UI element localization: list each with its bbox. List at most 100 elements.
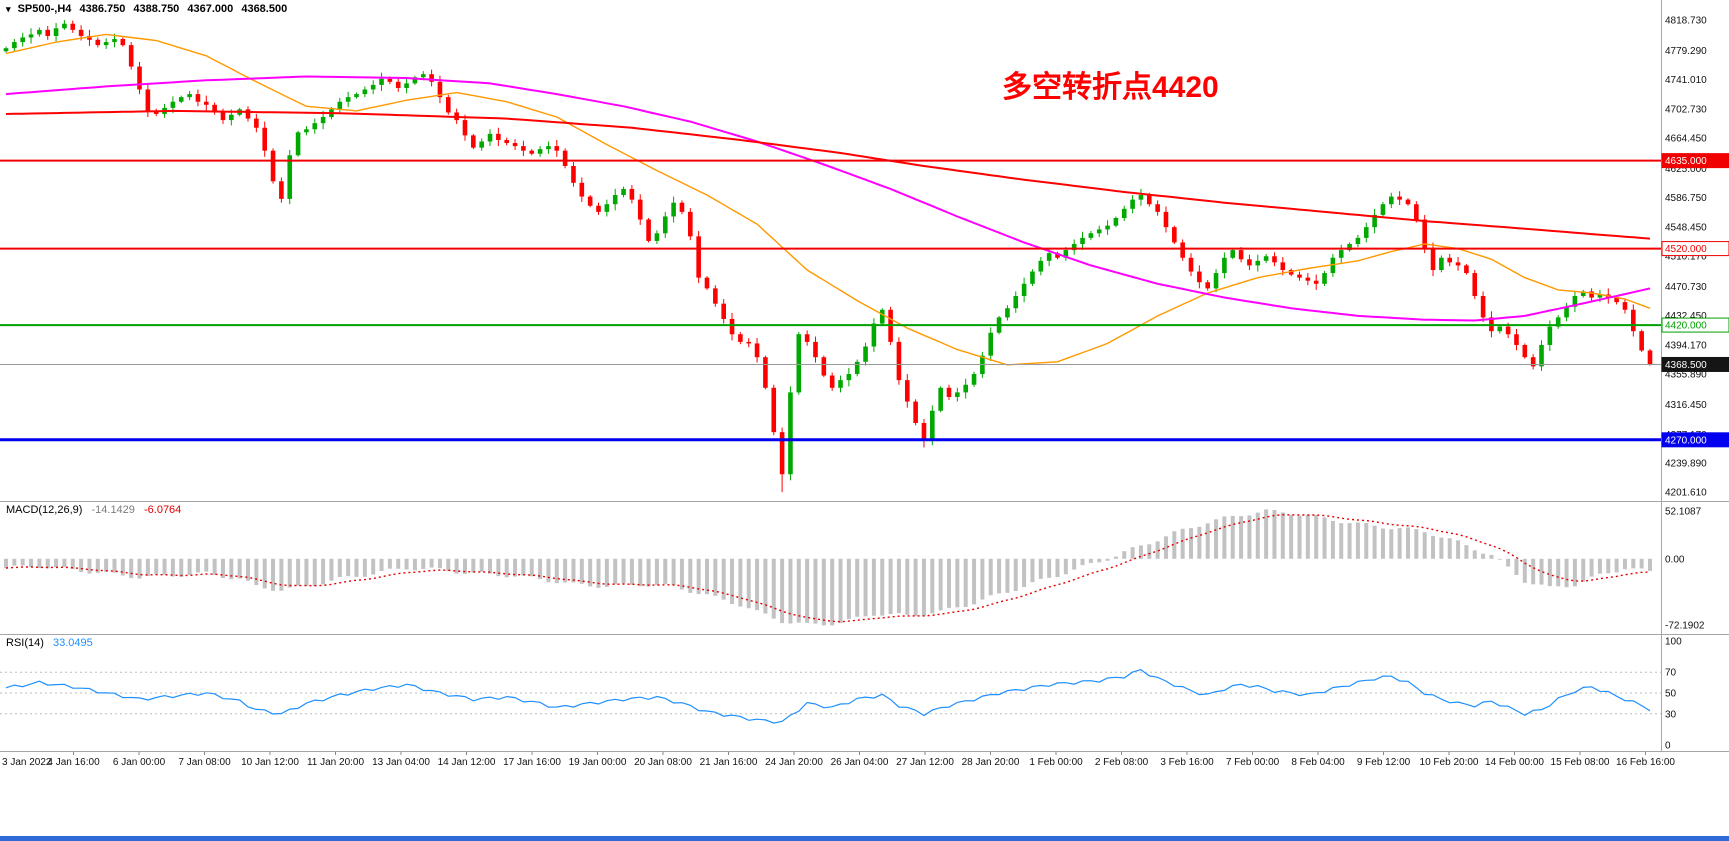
candle-bull	[879, 309, 885, 324]
price-axis-label[interactable]: 4741.010	[1665, 75, 1707, 86]
candle-bull	[295, 132, 301, 156]
candle-bull	[1539, 344, 1544, 367]
time-axis-label[interactable]: 10 Feb 20:00	[1420, 757, 1479, 768]
candle-bull	[1130, 199, 1135, 209]
candle-bear	[521, 146, 526, 151]
time-axis-label[interactable]: 11 Jan 20:00	[307, 757, 365, 768]
time-axis-label[interactable]: 15 Feb 08:00	[1551, 757, 1610, 768]
macd-signal-value: -6.0764	[143, 504, 182, 516]
time-axis-label[interactable]: 17 Jan 16:00	[503, 757, 561, 768]
candle-bear	[1589, 291, 1594, 298]
price-axis-label[interactable]: 4664.450	[1665, 134, 1707, 145]
candle-bear	[45, 29, 51, 36]
price-axis-label[interactable]: 4201.610	[1665, 488, 1707, 499]
candle-bull	[12, 42, 17, 49]
candle-bear	[1639, 331, 1644, 351]
time-axis-label[interactable]: 26 Jan 04:00	[831, 757, 889, 768]
candle-bull	[930, 410, 935, 440]
candle-bull	[1030, 271, 1035, 284]
candle-bull	[1572, 296, 1578, 307]
chart-menu-arrow-icon[interactable]: ▾	[6, 4, 11, 14]
time-axis-label[interactable]: 2 Feb 08:00	[1095, 757, 1149, 768]
candle-bull	[287, 155, 293, 199]
price-axis-label[interactable]: 4548.450	[1665, 222, 1707, 233]
symbol-timeframe: SP500-,H4	[17, 3, 72, 15]
candle-bear	[713, 288, 718, 304]
time-axis-label[interactable]: 24 Jan 20:00	[765, 757, 823, 768]
macd-indicator-label: MACD(12,26,9) -14.1429 -6.0764	[6, 504, 181, 516]
price-axis-label[interactable]: 4470.730	[1665, 282, 1707, 293]
time-axis-label[interactable]: 4 Jan 16:00	[47, 757, 100, 768]
candle-bull	[846, 374, 852, 381]
time-axis-label[interactable]: 3 Feb 16:00	[1160, 757, 1214, 768]
candle-bear	[1205, 282, 1211, 289]
price-axis-label[interactable]: 4316.450	[1665, 400, 1707, 411]
price-axis-label[interactable]: 4510.170	[1665, 252, 1707, 263]
time-axis-label[interactable]: 19 Jan 00:00	[569, 757, 627, 768]
time-axis-label[interactable]: 10 Jan 12:00	[241, 757, 299, 768]
price-axis-label[interactable]: 4779.290	[1665, 46, 1707, 57]
candle-bear	[262, 127, 268, 151]
price-axis-label[interactable]: 4432.450	[1665, 311, 1707, 322]
time-axis-label[interactable]: 14 Feb 00:00	[1485, 757, 1544, 768]
candle-bear	[245, 109, 251, 119]
time-axis-label[interactable]: 7 Jan 08:00	[178, 757, 231, 768]
time-axis-label[interactable]: 6 Jan 00:00	[113, 757, 166, 768]
candle-bull	[537, 149, 543, 154]
candle-bear	[1505, 326, 1511, 335]
time-axis-label[interactable]: 3 Jan 2022	[2, 757, 52, 768]
chart-text-annotation[interactable]: 多空转折点4420	[1002, 71, 1219, 104]
time-axis-label[interactable]: 28 Jan 20:00	[962, 757, 1020, 768]
candle-bear	[429, 74, 434, 82]
price-axis-label[interactable]: 4625.000	[1665, 164, 1707, 175]
ma-fast-orange[interactable]	[5, 33, 1651, 366]
candle-bear	[1180, 242, 1185, 258]
candle-bear	[646, 219, 651, 241]
candle-bull	[229, 114, 234, 121]
candle-bull	[1222, 257, 1227, 274]
macd-signal-line	[5, 514, 1651, 623]
candle-bull	[1547, 326, 1553, 345]
time-axis-label[interactable]: 16 Feb 16:00	[1616, 757, 1675, 768]
candle-bear	[913, 401, 918, 423]
candle-bear	[596, 205, 601, 212]
price-axis-label[interactable]: 4394.170	[1665, 340, 1707, 351]
candle-bull	[3, 48, 9, 52]
time-axis-label[interactable]: 9 Feb 12:00	[1357, 757, 1411, 768]
candle-bear	[1305, 277, 1311, 281]
panel-separator[interactable]	[0, 751, 1729, 752]
candle-bull	[28, 34, 34, 38]
time-axis-label[interactable]: 20 Jan 08:00	[634, 757, 692, 768]
time-axis-label[interactable]: 13 Jan 04:00	[372, 757, 430, 768]
time-axis-label[interactable]: 8 Feb 04:00	[1291, 757, 1345, 768]
candle-bull	[1388, 196, 1394, 205]
time-axis-label[interactable]: 1 Feb 00:00	[1029, 757, 1083, 768]
panel-separator[interactable]	[0, 634, 1729, 635]
candle-bear	[829, 375, 835, 388]
ma-slow-red[interactable]	[5, 109, 1651, 240]
price-axis-label[interactable]: 4239.890	[1665, 458, 1707, 469]
candle-bull	[604, 204, 610, 212]
candle-bear	[471, 135, 476, 148]
candle-bull	[612, 195, 618, 205]
candle-bear	[145, 89, 151, 111]
panel-separator[interactable]	[0, 501, 1729, 502]
time-axis-label[interactable]: 7 Feb 00:00	[1226, 757, 1280, 768]
price-badge-label: 4368.500	[1665, 360, 1707, 371]
time-axis-label[interactable]: 21 Jan 16:00	[700, 757, 758, 768]
quote-open: 4386.750	[79, 3, 126, 15]
candle-bear	[721, 303, 726, 319]
price-axis-label[interactable]: 4355.890	[1665, 370, 1707, 381]
price-axis-label[interactable]: 4818.730	[1665, 16, 1707, 27]
candle-bear	[279, 181, 284, 199]
quote-high: 4388.750	[133, 3, 180, 15]
time-axis-label[interactable]: 14 Jan 12:00	[438, 757, 496, 768]
price-axis-label[interactable]: 4586.750	[1665, 193, 1707, 204]
time-axis-label[interactable]: 27 Jan 12:00	[896, 757, 954, 768]
candle-bull	[362, 89, 368, 95]
rsi-axis-label: 30	[1665, 709, 1677, 720]
price-axis-label[interactable]: 4702.730	[1665, 104, 1707, 115]
candle-bull	[370, 84, 376, 90]
ma-mid-magenta[interactable]	[5, 75, 1651, 322]
